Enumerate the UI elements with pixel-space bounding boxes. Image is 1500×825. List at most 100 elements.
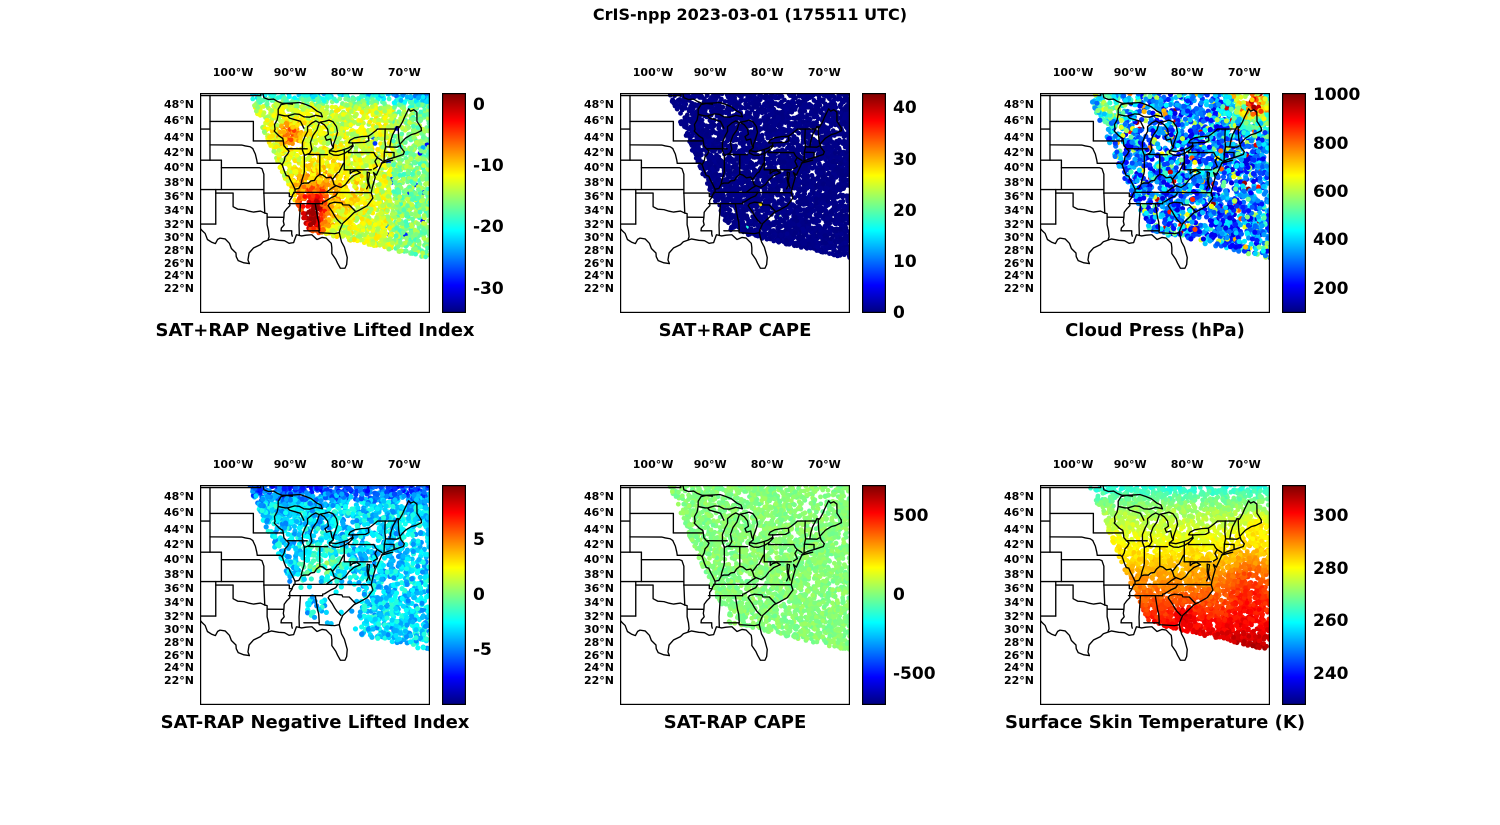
lat-tick-label: 42°N	[583, 538, 614, 552]
lat-tick-label: 24°N	[1003, 269, 1034, 283]
panel-sat-plus-rap-cape: SAT+RAP CAPE 40 30 20 10 0 100°W 90°W 80°W 70°W 4…	[550, 51, 962, 361]
lat-tick-label: 42°N	[163, 538, 194, 552]
lat-tick-label: 22°N	[583, 673, 614, 687]
lon-tick-label: 80°W	[330, 458, 364, 471]
lat-tick-label: 22°N	[163, 281, 194, 295]
lat-tick-label: 44°N	[163, 130, 194, 144]
lat-tick-label: 36°N	[163, 190, 194, 204]
lat-tick-label: 48°N	[163, 97, 194, 111]
lat-tick-label: 40°N	[583, 553, 614, 567]
lat-tick-label: 30°N	[583, 622, 614, 636]
colorbar-sat_plus_rap_negative_lifted_index	[442, 93, 466, 313]
lat-tick-label: 46°N	[1003, 506, 1034, 520]
lat-tick-label: 22°N	[583, 281, 614, 295]
lat-tick-label: 44°N	[1003, 130, 1034, 144]
lat-tick-label: 32°N	[1003, 609, 1034, 623]
lat-tick-label: 44°N	[583, 522, 614, 536]
lat-tick-label: 46°N	[583, 114, 614, 128]
colorbar-tick-label: -30	[473, 278, 504, 299]
lat-tick-label: 30°N	[1003, 230, 1034, 244]
colorbar-tick-label: 280	[1313, 558, 1349, 579]
lat-tick-label: 38°N	[1003, 175, 1034, 189]
lat-tick-label: 22°N	[1003, 673, 1034, 687]
lat-tick-label: 46°N	[583, 506, 614, 520]
figure-title: CrIS-npp 2023-03-01 (175511 UTC)	[592, 5, 908, 24]
lon-tick-label: 100°W	[1052, 66, 1094, 79]
lat-tick-label: 34°N	[163, 596, 194, 610]
lon-tick-label: 90°W	[273, 458, 307, 471]
colorbar-tick-label: 0	[473, 95, 485, 116]
lat-tick-label: 30°N	[163, 622, 194, 636]
lat-tick-label: 30°N	[163, 230, 194, 244]
lat-tick-label: 36°N	[1003, 190, 1034, 204]
colorbar-tick-label: 0	[893, 585, 905, 605]
lon-tick-label: 70°W	[387, 66, 421, 79]
lat-tick-label: 32°N	[583, 609, 614, 623]
colorbar-tick-label: 600	[1313, 182, 1349, 203]
lat-tick-label: 46°N	[163, 114, 194, 128]
colorbar-surface_skin_temperature_k	[1282, 485, 1306, 705]
map-canvas-cloud_press_hpa	[1040, 93, 1270, 313]
lat-tick-label: 46°N	[163, 506, 194, 520]
colorbar-tick-label: 800	[1313, 133, 1349, 154]
lon-tick-label: 90°W	[693, 66, 727, 79]
lon-tick-label: 90°W	[693, 458, 727, 471]
lat-tick-label: 38°N	[163, 567, 194, 581]
map-canvas-surface_skin_temperature_k	[1040, 485, 1270, 705]
lat-tick-label: 48°N	[583, 489, 614, 503]
lon-tick-label: 100°W	[632, 458, 674, 471]
lat-tick-label: 36°N	[1003, 582, 1034, 596]
map-canvas-sat_minus_rap_cape	[620, 485, 850, 705]
lat-tick-label: 36°N	[583, 190, 614, 204]
colorbar-tick-label: 5	[473, 530, 485, 550]
colorbar-sat_plus_rap_cape	[862, 93, 886, 313]
lat-tick-label: 24°N	[1003, 661, 1034, 675]
lat-tick-label: 38°N	[583, 175, 614, 189]
lon-tick-label: 80°W	[1170, 458, 1204, 471]
lat-tick-label: 26°N	[583, 256, 614, 270]
lat-tick-label: 40°N	[583, 161, 614, 175]
lon-tick-label: 70°W	[807, 66, 841, 79]
colorbar-tick-label: 40	[893, 98, 917, 119]
lat-tick-label: 36°N	[163, 582, 194, 596]
colorbar-tick-label: 20	[893, 200, 917, 221]
lon-tick-label: 100°W	[212, 66, 254, 79]
lat-tick-label: 28°N	[1003, 243, 1034, 257]
lat-tick-label: 40°N	[163, 553, 194, 567]
lon-tick-label: 70°W	[387, 458, 421, 471]
panel-title: Surface Skin Temperature (K)	[1004, 712, 1306, 733]
lat-tick-label: 34°N	[583, 204, 614, 218]
lat-tick-label: 44°N	[163, 522, 194, 536]
lon-tick-label: 100°W	[632, 66, 674, 79]
lat-tick-label: 26°N	[163, 648, 194, 662]
lat-tick-label: 24°N	[163, 661, 194, 675]
lon-tick-label: 80°W	[750, 66, 784, 79]
lat-tick-label: 32°N	[1003, 217, 1034, 231]
lon-tick-label: 70°W	[1227, 458, 1261, 471]
lon-tick-label: 100°W	[1052, 458, 1094, 471]
panel-cloud-press: Cloud Press (hPa) 1000 800 600 400 200 100°W 9…	[970, 51, 1382, 361]
map-canvas-sat_plus_rap_negative_lifted_index	[200, 93, 430, 313]
colorbar-tick-label: -5	[473, 640, 492, 660]
lon-tick-label: 100°W	[212, 458, 254, 471]
lat-tick-label: 40°N	[163, 161, 194, 175]
lat-tick-label: 38°N	[163, 175, 194, 189]
lat-tick-label: 28°N	[583, 243, 614, 257]
lon-tick-label: 90°W	[1113, 458, 1147, 471]
colorbar-tick-label: 30	[893, 149, 917, 170]
lat-tick-label: 48°N	[583, 97, 614, 111]
lat-tick-label: 28°N	[163, 243, 194, 257]
map-canvas-sat_plus_rap_cape	[620, 93, 850, 313]
colorbar-tick-label: 0	[473, 585, 485, 605]
lat-tick-label: 48°N	[1003, 97, 1034, 111]
lat-tick-label: 22°N	[163, 673, 194, 687]
panel-sat-minus-rap-cape: SAT-RAP CAPE 500 0 -500 100°W 90°W 80°W 70°W 48…	[550, 443, 962, 753]
panel-title: Cloud Press (hPa)	[1065, 320, 1245, 341]
panel-title: SAT-RAP Negative Lifted Index	[160, 712, 470, 733]
lon-tick-label: 70°W	[807, 458, 841, 471]
colorbar-tick-label: 400	[1313, 230, 1349, 251]
panel-title: SAT+RAP Negative Lifted Index	[155, 320, 475, 341]
lat-tick-label: 28°N	[583, 635, 614, 649]
panel-title: SAT+RAP CAPE	[658, 320, 812, 341]
